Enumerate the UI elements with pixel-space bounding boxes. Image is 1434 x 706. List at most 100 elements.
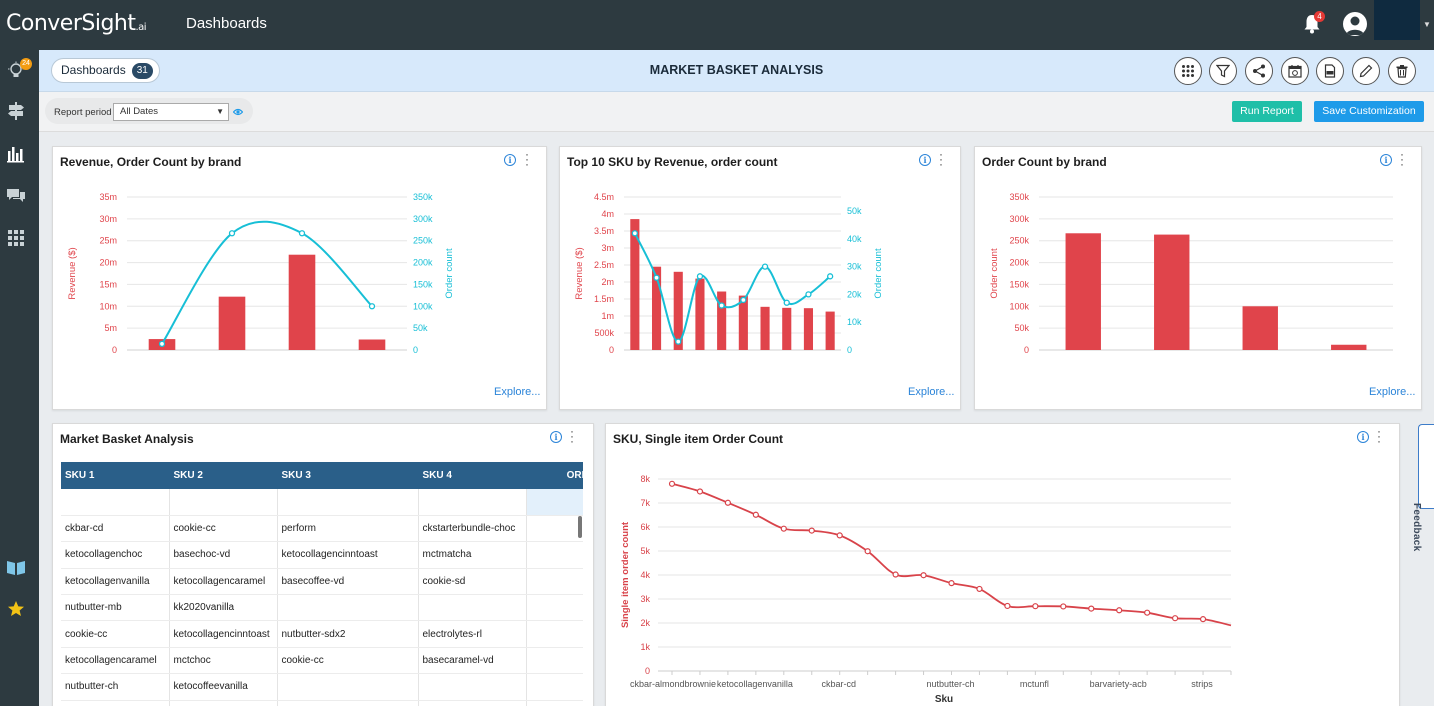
y2-tick-label: 300k (413, 214, 433, 224)
y-tick-label: 500k (594, 328, 614, 338)
apps-grid-icon[interactable] (6, 228, 26, 248)
info-icon[interactable]: i (1380, 154, 1392, 166)
more-options-icon[interactable]: · · · (1400, 147, 1404, 171)
table-cell (169, 700, 278, 706)
table-cell (418, 673, 527, 701)
y2-tick-label: 0 (847, 345, 852, 355)
table-row[interactable]: ketocollagencaramel mctchoc cookie-cc basec… (61, 647, 583, 675)
table-row[interactable]: ketocollagenchoc basechoc-vd ketocollagenc… (61, 541, 583, 569)
y2-tick-label: 0 (413, 345, 418, 355)
y-tick-label: 200k (1009, 258, 1029, 268)
feedback-tab[interactable]: Feedback (1411, 424, 1434, 552)
share-button[interactable] (1245, 57, 1273, 85)
more-options-icon[interactable]: · · · (939, 147, 943, 171)
explore-link[interactable]: Explore... (908, 386, 955, 398)
bar-chart-icon[interactable] (6, 144, 26, 164)
table-cell (526, 673, 583, 701)
lightbulb-icon[interactable] (6, 61, 26, 81)
y-tick-label: 20m (99, 258, 117, 268)
y-axis-title: Revenue ($) (67, 247, 78, 299)
y-tick-label: 35m (99, 192, 117, 202)
series-point (724, 499, 732, 506)
avatar[interactable] (1343, 12, 1367, 36)
eye-icon[interactable] (233, 108, 243, 116)
info-icon[interactable]: i (1357, 431, 1369, 443)
more-options-icon[interactable]: · · · (570, 424, 574, 448)
table-cell (169, 489, 278, 516)
series-point (836, 532, 843, 539)
y2-tick-label: 40k (847, 234, 862, 244)
save-customization-button[interactable]: Save Customization (1314, 101, 1424, 122)
panel-order-count-by-brand: Order Count by brand i · · · 0 50k 100k 150k 2… (974, 146, 1422, 410)
account-logo[interactable] (1374, 0, 1420, 40)
column-header[interactable]: SKU 4 (418, 462, 527, 489)
table-cell (526, 700, 583, 706)
table-row[interactable]: ketocollagenvanilla ketocollagencaramel ba… (61, 568, 583, 596)
layout-button[interactable] (1174, 57, 1202, 85)
y-axis-title: Order count (989, 248, 1000, 299)
schedule-button[interactable] (1281, 57, 1309, 85)
nav-title[interactable]: Dashboards (186, 15, 267, 32)
table-row[interactable]: nutbutter-mb kk2020vanilla (61, 594, 583, 622)
chevron-down-icon[interactable]: ▼ (1423, 20, 1431, 29)
bar (358, 339, 386, 350)
table-cell (418, 489, 527, 516)
series-point (740, 296, 747, 304)
bar (218, 296, 246, 350)
series-point (892, 571, 899, 578)
run-report-button[interactable]: Run Report (1232, 101, 1302, 122)
table-row[interactable] (61, 700, 583, 706)
table-cell: 1 (526, 515, 583, 543)
series-point (1144, 609, 1151, 616)
filter-button[interactable] (1209, 57, 1237, 85)
series-point (761, 263, 769, 270)
bar (288, 254, 316, 350)
bar (1065, 233, 1101, 350)
info-icon[interactable]: i (504, 154, 516, 166)
info-icon[interactable]: i (919, 154, 931, 166)
table-row[interactable]: ckbar-cd cookie-cc perform ckstarterbundle-… (61, 515, 583, 543)
y-tick-label: 30m (99, 214, 117, 224)
x-tick-label: barvariety-acb (1090, 679, 1147, 689)
table-scrollbar[interactable] (578, 516, 582, 538)
more-options-icon[interactable]: · · · (525, 147, 529, 171)
explore-link[interactable]: Explore... (494, 386, 541, 398)
app-logo[interactable]: ConverSight.ai (6, 11, 147, 36)
book-icon[interactable] (6, 557, 26, 577)
table-cell: electrolytes-rl (418, 620, 527, 648)
series-point (826, 273, 834, 280)
pdf-button[interactable] (1316, 57, 1344, 85)
explore-link[interactable]: Explore... (1369, 386, 1416, 398)
chat-icon[interactable] (6, 186, 26, 206)
y2-tick-label: 350k (413, 192, 433, 202)
delete-button[interactable] (1388, 57, 1416, 85)
table-cell (526, 568, 583, 596)
table-cell: nutbutter-ch (61, 673, 170, 701)
table-row[interactable]: nutbutter-ch ketocoffeevanilla (61, 673, 583, 701)
more-options-icon[interactable]: · · · (1377, 424, 1381, 448)
series-point (675, 338, 682, 345)
column-header[interactable]: SKU 3 (277, 462, 419, 489)
edit-button[interactable] (1352, 57, 1380, 85)
table-row[interactable]: 168 (61, 489, 583, 516)
column-header[interactable]: SKU 1 (61, 462, 170, 489)
signpost-icon[interactable] (6, 101, 26, 121)
x-tick-label: nutbutter-ch (926, 679, 974, 689)
dashboards-button[interactable]: Dashboards 31 (51, 58, 160, 83)
series-point (1199, 616, 1207, 623)
table-cell: ketocollagenchoc (61, 541, 170, 569)
series-point (1171, 615, 1179, 622)
column-header[interactable]: SKU 2 (169, 462, 278, 489)
series-point (783, 299, 790, 306)
column-header[interactable]: ORDER CO (526, 462, 583, 489)
y-axis-title: Single item order count (620, 521, 631, 628)
table-cell (277, 700, 419, 706)
report-period-select[interactable]: All Dates ▼ (113, 103, 229, 121)
y2-tick-label: 30k (847, 262, 862, 272)
info-icon[interactable]: i (550, 431, 562, 443)
pdf-icon (1324, 64, 1336, 78)
star-icon[interactable] (6, 599, 26, 619)
table-row[interactable]: cookie-cc ketocollagencinntoast nutbutter-… (61, 620, 583, 648)
y2-tick-label: 50k (847, 206, 862, 216)
chart-top-10-sku: 0 500k 1m 1.5m 2m 2.5m 3m 3.5m 4m 4.5m 0 10k 20k 30k 4… (574, 192, 884, 355)
